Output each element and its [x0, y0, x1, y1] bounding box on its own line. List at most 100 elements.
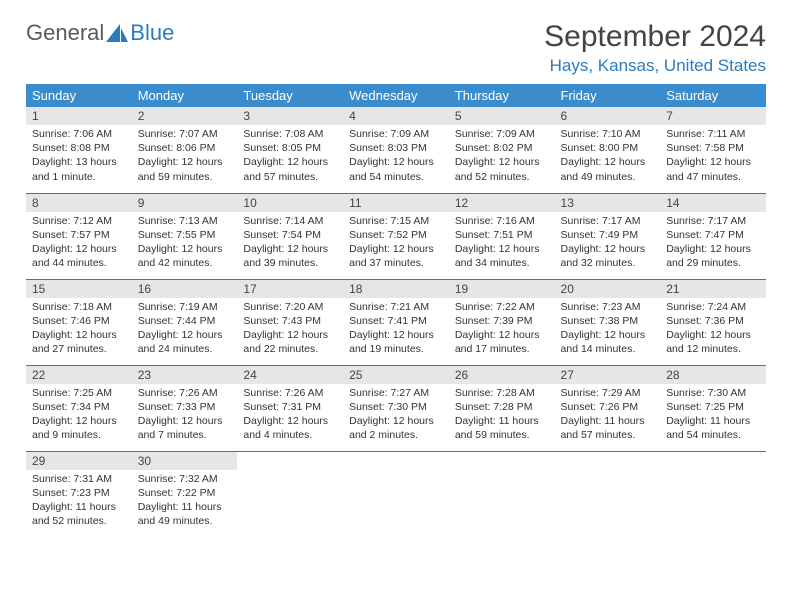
- title-block: September 2024 Hays, Kansas, United Stat…: [544, 20, 766, 76]
- daylight-line: Daylight: 12 hours and 42 minutes.: [138, 242, 232, 270]
- sunset-line: Sunset: 7:36 PM: [666, 314, 760, 328]
- calendar-cell: [660, 451, 766, 537]
- sunset-line: Sunset: 7:41 PM: [349, 314, 443, 328]
- daylight-line: Daylight: 12 hours and 54 minutes.: [349, 155, 443, 183]
- day-details: Sunrise: 7:09 AMSunset: 8:02 PMDaylight:…: [449, 125, 555, 188]
- sunrise-line: Sunrise: 7:31 AM: [32, 472, 126, 486]
- day-number: 24: [237, 366, 343, 384]
- calendar-cell: 23Sunrise: 7:26 AMSunset: 7:33 PMDayligh…: [132, 365, 238, 451]
- calendar-cell: 22Sunrise: 7:25 AMSunset: 7:34 PMDayligh…: [26, 365, 132, 451]
- sunrise-line: Sunrise: 7:26 AM: [243, 386, 337, 400]
- calendar-week-row: 29Sunrise: 7:31 AMSunset: 7:23 PMDayligh…: [26, 451, 766, 537]
- day-number: 1: [26, 107, 132, 125]
- daylight-line: Daylight: 12 hours and 24 minutes.: [138, 328, 232, 356]
- calendar-cell: 5Sunrise: 7:09 AMSunset: 8:02 PMDaylight…: [449, 107, 555, 193]
- sunrise-line: Sunrise: 7:12 AM: [32, 214, 126, 228]
- sunset-line: Sunset: 7:33 PM: [138, 400, 232, 414]
- day-details: Sunrise: 7:31 AMSunset: 7:23 PMDaylight:…: [26, 470, 132, 533]
- day-details: Sunrise: 7:24 AMSunset: 7:36 PMDaylight:…: [660, 298, 766, 361]
- sunrise-line: Sunrise: 7:27 AM: [349, 386, 443, 400]
- daylight-line: Daylight: 12 hours and 34 minutes.: [455, 242, 549, 270]
- day-details: Sunrise: 7:15 AMSunset: 7:52 PMDaylight:…: [343, 212, 449, 275]
- day-details: Sunrise: 7:30 AMSunset: 7:25 PMDaylight:…: [660, 384, 766, 447]
- sunrise-line: Sunrise: 7:15 AM: [349, 214, 443, 228]
- calendar-cell: 30Sunrise: 7:32 AMSunset: 7:22 PMDayligh…: [132, 451, 238, 537]
- calendar-cell: 28Sunrise: 7:30 AMSunset: 7:25 PMDayligh…: [660, 365, 766, 451]
- daylight-line: Daylight: 12 hours and 59 minutes.: [138, 155, 232, 183]
- daylight-line: Daylight: 11 hours and 57 minutes.: [561, 414, 655, 442]
- calendar-cell: 24Sunrise: 7:26 AMSunset: 7:31 PMDayligh…: [237, 365, 343, 451]
- day-number: 29: [26, 452, 132, 470]
- calendar-cell: 6Sunrise: 7:10 AMSunset: 8:00 PMDaylight…: [555, 107, 661, 193]
- sunset-line: Sunset: 8:02 PM: [455, 141, 549, 155]
- day-number: 22: [26, 366, 132, 384]
- logo-text-general: General: [26, 20, 104, 46]
- calendar-cell: 29Sunrise: 7:31 AMSunset: 7:23 PMDayligh…: [26, 451, 132, 537]
- calendar-cell: 25Sunrise: 7:27 AMSunset: 7:30 PMDayligh…: [343, 365, 449, 451]
- sunrise-line: Sunrise: 7:20 AM: [243, 300, 337, 314]
- day-number: 16: [132, 280, 238, 298]
- day-details: Sunrise: 7:13 AMSunset: 7:55 PMDaylight:…: [132, 212, 238, 275]
- sunrise-line: Sunrise: 7:17 AM: [561, 214, 655, 228]
- day-number: 10: [237, 194, 343, 212]
- weekday-header: Sunday: [26, 84, 132, 107]
- day-details: Sunrise: 7:19 AMSunset: 7:44 PMDaylight:…: [132, 298, 238, 361]
- daylight-line: Daylight: 12 hours and 14 minutes.: [561, 328, 655, 356]
- day-details: Sunrise: 7:20 AMSunset: 7:43 PMDaylight:…: [237, 298, 343, 361]
- day-number: 25: [343, 366, 449, 384]
- day-details: Sunrise: 7:32 AMSunset: 7:22 PMDaylight:…: [132, 470, 238, 533]
- day-number: 19: [449, 280, 555, 298]
- calendar-week-row: 8 Sunrise: 7:12 AMSunset: 7:57 PM Daylight…: [26, 193, 766, 279]
- sunset-line: Sunset: 7:44 PM: [138, 314, 232, 328]
- weekday-header: Friday: [555, 84, 661, 107]
- sunrise-line: Sunrise: 7:18 AM: [32, 300, 126, 314]
- calendar-cell: 21Sunrise: 7:24 AMSunset: 7:36 PMDayligh…: [660, 279, 766, 365]
- daylight-line: Daylight: 12 hours and 57 minutes.: [243, 155, 337, 183]
- calendar-cell: [449, 451, 555, 537]
- daylight-line: Daylight: 12 hours and 12 minutes.: [666, 328, 760, 356]
- weekday-header: Tuesday: [237, 84, 343, 107]
- weekday-header: Monday: [132, 84, 238, 107]
- calendar-cell: 26Sunrise: 7:28 AMSunset: 7:28 PMDayligh…: [449, 365, 555, 451]
- daylight-line: Daylight: 11 hours and 54 minutes.: [666, 414, 760, 442]
- sunset-line: Sunset: 7:46 PM: [32, 314, 126, 328]
- day-number: 28: [660, 366, 766, 384]
- sunset-line: Sunset: 7:31 PM: [243, 400, 337, 414]
- calendar-cell: 2Sunrise: 7:07 AMSunset: 8:06 PMDaylight…: [132, 107, 238, 193]
- calendar-cell: 11Sunrise: 7:15 AMSunset: 7:52 PMDayligh…: [343, 193, 449, 279]
- calendar-cell: [237, 451, 343, 537]
- weekday-header: Wednesday: [343, 84, 449, 107]
- sunrise-line: Sunrise: 7:25 AM: [32, 386, 126, 400]
- day-number: 8: [26, 194, 132, 212]
- calendar-body: 1Sunrise: 7:06 AMSunset: 8:08 PMDaylight…: [26, 107, 766, 537]
- calendar-cell: 20Sunrise: 7:23 AMSunset: 7:38 PMDayligh…: [555, 279, 661, 365]
- day-number: 27: [555, 366, 661, 384]
- day-number: 2: [132, 107, 238, 125]
- calendar-cell: 14Sunrise: 7:17 AMSunset: 7:47 PMDayligh…: [660, 193, 766, 279]
- daylight-line: Daylight: 12 hours and 27 minutes.: [32, 328, 126, 356]
- daylight-line: Daylight: 12 hours and 37 minutes.: [349, 242, 443, 270]
- daylight-line: Daylight: 12 hours and 17 minutes.: [455, 328, 549, 356]
- calendar-cell: 16Sunrise: 7:19 AMSunset: 7:44 PMDayligh…: [132, 279, 238, 365]
- sunrise-line: Sunrise: 7:16 AM: [455, 214, 549, 228]
- sunrise-line: Sunrise: 7:32 AM: [138, 472, 232, 486]
- sunset-line: Sunset: 7:25 PM: [666, 400, 760, 414]
- day-number: 9: [132, 194, 238, 212]
- calendar-week-row: 22Sunrise: 7:25 AMSunset: 7:34 PMDayligh…: [26, 365, 766, 451]
- daylight-line: Daylight: 11 hours and 52 minutes.: [32, 500, 126, 528]
- daylight-line: Daylight: 12 hours and 32 minutes.: [561, 242, 655, 270]
- calendar-cell: [555, 451, 661, 537]
- calendar-cell: 1Sunrise: 7:06 AMSunset: 8:08 PMDaylight…: [26, 107, 132, 193]
- sunrise-line: Sunrise: 7:17 AM: [666, 214, 760, 228]
- sunrise-line: Sunrise: 7:06 AM: [32, 127, 126, 141]
- calendar-cell: 13Sunrise: 7:17 AMSunset: 7:49 PMDayligh…: [555, 193, 661, 279]
- sunset-line: Sunset: 7:57 PM: [32, 228, 126, 242]
- day-number: 13: [555, 194, 661, 212]
- day-details: Sunrise: 7:28 AMSunset: 7:28 PMDaylight:…: [449, 384, 555, 447]
- day-number: 7: [660, 107, 766, 125]
- day-details: Sunrise: 7:08 AMSunset: 8:05 PMDaylight:…: [237, 125, 343, 188]
- day-number: 26: [449, 366, 555, 384]
- weekday-header-row: SundayMondayTuesdayWednesdayThursdayFrid…: [26, 84, 766, 107]
- day-number: 11: [343, 194, 449, 212]
- daylight-line: Daylight: 11 hours and 59 minutes.: [455, 414, 549, 442]
